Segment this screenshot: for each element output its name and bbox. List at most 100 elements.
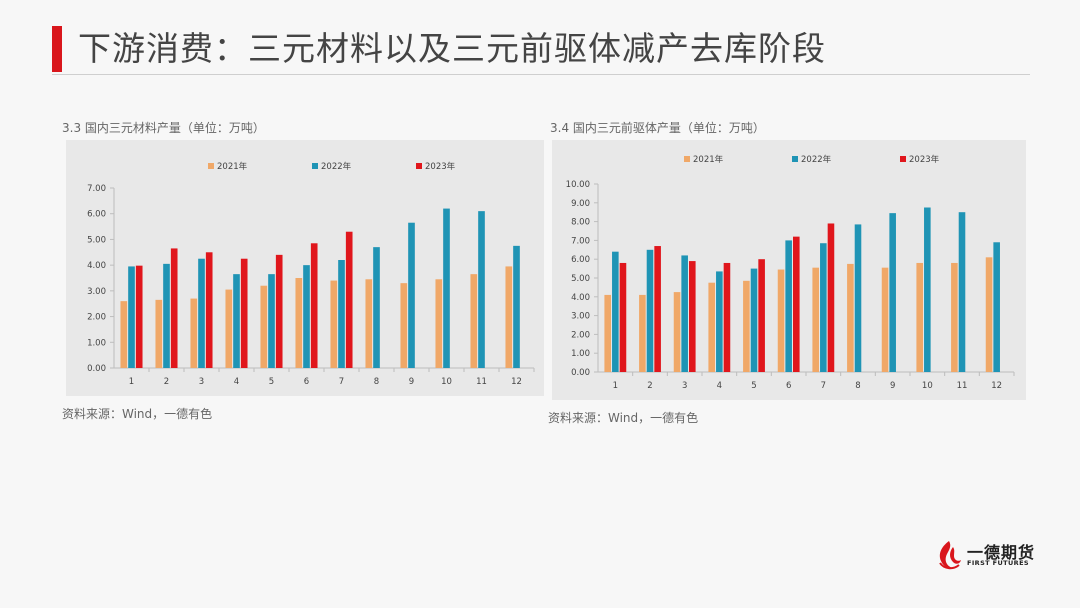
bar-2022-month-3 xyxy=(198,258,205,368)
x-tick-label: 11 xyxy=(476,377,487,387)
x-tick-label: 8 xyxy=(374,377,379,387)
chart-caption-materials: 3.3 国内三元材料产量（单位：万吨） xyxy=(62,121,265,135)
logo-name: 一德期货 xyxy=(967,543,1036,562)
bar-2023-month-6 xyxy=(310,243,318,368)
bar-2021-month-11 xyxy=(470,274,478,368)
bar-2022-month-2 xyxy=(646,249,654,372)
chart-panel-materials: 0.00 1.00 2.00 3.00 4.00 5.00 6.00 7.00 1 2 3 4 5 6 7 8… xyxy=(66,140,544,396)
bar-2022-month-2 xyxy=(163,263,170,368)
y-tick-label: 3.00 xyxy=(571,312,590,322)
x-tick-label: 7 xyxy=(821,381,826,391)
x-tick-label: 4 xyxy=(234,377,239,387)
bar-2022-month-9 xyxy=(889,213,896,372)
x-tick-label: 10 xyxy=(922,381,933,391)
legend-swatch xyxy=(208,163,214,169)
y-tick-label: 1.00 xyxy=(87,338,106,348)
bar-2023-month-7 xyxy=(827,223,835,372)
legend-label: 2021年 xyxy=(217,161,248,172)
bar-2022-month-3 xyxy=(681,255,688,372)
y-tick-label: 2.00 xyxy=(571,330,590,340)
legend-swatch xyxy=(792,156,798,162)
y-tick-label: 6.00 xyxy=(87,210,106,220)
company-logo: 一德期货 FIRST FUTURES xyxy=(935,535,1045,575)
bar-2023-month-4 xyxy=(723,262,731,372)
chart-caption-precursor: 3.4 国内三元前驱体产量（单位：万吨） xyxy=(550,121,765,135)
bar-2023-month-1 xyxy=(135,265,143,368)
y-tick-label: 8.00 xyxy=(571,218,590,228)
y-tick-label: 9.00 xyxy=(571,199,590,209)
x-tick-label: 1 xyxy=(129,377,134,387)
legend-label: 2023年 xyxy=(909,154,940,165)
x-tick-label: 2 xyxy=(647,381,652,391)
bar-chart-precursor: 0.00 1.00 2.00 3.00 4.00 5.00 6.00 7.00 8.00 9.00… xyxy=(566,154,1015,391)
bar-2022-month-7 xyxy=(820,243,827,372)
bar-chart-materials: 0.001.002.003.004.005.006.007.001 2 3 4 5 6 7 8… xyxy=(87,161,535,387)
x-tick-label: 10 xyxy=(441,377,452,387)
legend-label: 2022年 xyxy=(321,161,352,172)
bar-2021-month-8 xyxy=(365,279,373,368)
x-tick-label: 3 xyxy=(682,381,687,391)
bar-2022-month-7 xyxy=(338,260,345,368)
bar-2022-month-1 xyxy=(612,251,619,372)
bar-2023-month-2 xyxy=(654,246,661,372)
bar-2021-month-4 xyxy=(225,289,233,368)
x-tick-label: 6 xyxy=(304,377,309,387)
bar-2021-month-6 xyxy=(295,278,303,368)
x-tick-label: 7 xyxy=(339,377,344,387)
bar-2023-month-5 xyxy=(275,254,283,368)
x-tick-label: 9 xyxy=(890,381,895,391)
y-tick-label: 1.00 xyxy=(571,349,590,359)
x-tick-label: 12 xyxy=(991,381,1002,391)
bar-2021-month-5 xyxy=(743,280,750,372)
bar-2021-month-1 xyxy=(120,301,128,368)
x-tick-label: 3 xyxy=(199,377,204,387)
x-tick-label: 6 xyxy=(786,381,791,391)
bar-2023-month-3 xyxy=(689,261,696,372)
legend-swatch xyxy=(684,156,690,162)
bar-2022-month-9 xyxy=(408,222,415,368)
legend-swatch xyxy=(312,163,318,169)
bar-2022-month-11 xyxy=(478,211,485,368)
source-note-materials: 资料来源：Wind，一德有色 xyxy=(62,407,213,421)
source-note-precursor: 资料来源：Wind，一德有色 xyxy=(548,411,699,425)
y-tick-label: 4.00 xyxy=(87,261,106,271)
x-tick-label: 2 xyxy=(164,377,169,387)
bar-2022-month-10 xyxy=(924,207,931,372)
y-tick-label: 5.00 xyxy=(571,274,590,284)
bar-2021-month-2 xyxy=(155,299,163,368)
chart-panel-precursor: 0.00 1.00 2.00 3.00 4.00 5.00 6.00 7.00 8.00 9.00… xyxy=(552,140,1026,400)
bar-2021-month-9 xyxy=(400,283,408,368)
y-tick-label: 10.00 xyxy=(566,180,590,190)
bar-2021-month-9 xyxy=(881,267,889,372)
bar-2021-month-7 xyxy=(812,267,819,372)
x-tick-label: 5 xyxy=(269,377,274,387)
bar-2023-month-6 xyxy=(793,236,800,372)
x-tick-label: 11 xyxy=(957,381,968,391)
y-tick-label: 3.00 xyxy=(87,287,106,297)
bar-2021-month-11 xyxy=(951,262,958,372)
legend-label: 2022年 xyxy=(801,154,832,165)
x-tick-label: 8 xyxy=(855,381,860,391)
bar-2021-month-10 xyxy=(916,262,923,372)
title-accent-bar xyxy=(52,26,62,72)
bar-2022-month-6 xyxy=(303,265,310,368)
bar-2023-month-2 xyxy=(170,248,178,368)
bar-2023-month-5 xyxy=(758,259,765,372)
bar-2021-month-3 xyxy=(190,298,198,368)
y-tick-label: 7.00 xyxy=(571,236,590,246)
bar-2022-month-5 xyxy=(268,274,275,368)
bar-2021-month-12 xyxy=(505,266,513,368)
legend-label: 2021年 xyxy=(693,154,724,165)
bar-2022-month-10 xyxy=(443,208,450,368)
bar-2022-month-8 xyxy=(854,224,862,372)
legend-swatch xyxy=(900,156,906,162)
y-tick-label: 7.00 xyxy=(87,184,106,194)
legend-swatch xyxy=(416,163,422,169)
bar-2023-month-7 xyxy=(345,231,353,368)
bar-2022-month-5 xyxy=(750,268,758,372)
legend-label: 2023年 xyxy=(425,161,456,172)
bar-2021-month-12 xyxy=(985,257,993,372)
bar-2021-month-5 xyxy=(260,285,268,368)
bar-2022-month-11 xyxy=(958,212,966,372)
bar-2022-month-1 xyxy=(128,266,135,368)
